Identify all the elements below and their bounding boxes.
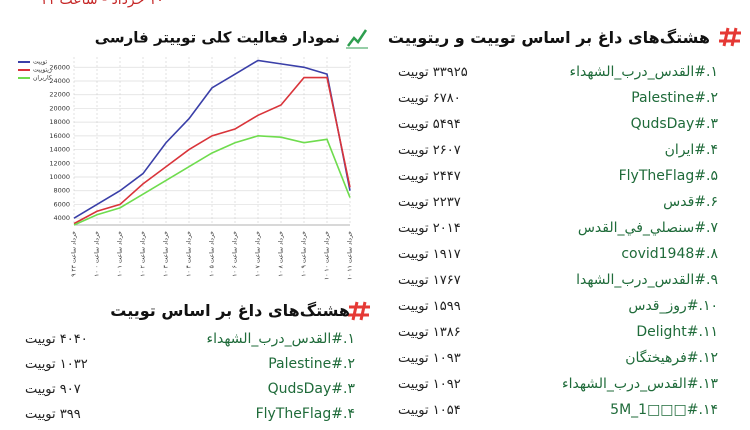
list-row: ۱۲.#فرهیختگان ۱۰۹۳ توییت (398, 346, 718, 370)
y-tick-label: 20000 (49, 104, 70, 112)
hashtag: ۴.#FlyTheFlag (255, 406, 355, 422)
series-line (73, 59, 351, 219)
tweet-count: ۱۰۵۴ توییت (398, 402, 461, 418)
legend-label: کاربران (33, 75, 52, 82)
hashtag: ۷.#سنصلي_في_القدس (577, 220, 718, 236)
tweet-count: ۱۵۹۹ توییت (398, 298, 461, 314)
y-tick-label: 26000 (49, 63, 70, 71)
hashtag: ۱۴.#□□□1_5M (610, 402, 718, 418)
x-tick-label: ۱۰ خرداد ساعت ۸ (278, 231, 285, 277)
y-tick-label: 24000 (49, 77, 70, 85)
hash-icon (348, 301, 370, 321)
legend-label: توییت (33, 59, 47, 66)
x-tick-label: ۹ خرداد ساعت ۲۳ (71, 231, 78, 277)
tweet-count: ۱۷۶۷ توییت (398, 272, 461, 288)
tweet-count: ۲۶۰۷ توییت (398, 142, 461, 158)
list-row: ۲.#Palestine ۶۷۸۰ توییت (398, 86, 718, 110)
list-row: ۳.#QudsDay ۵۴۹۴ توییت (398, 112, 718, 136)
tweet-count: ۱۰۹۲ توییت (398, 376, 461, 392)
tweet-count: ۱۰۳۲ توییت (25, 356, 88, 372)
tweet-count: ۲۴۴۷ توییت (398, 168, 461, 184)
list-row: ۴.#FlyTheFlag ۳۹۹ توییت (25, 402, 355, 426)
hashtag: ۸.#covid1948 (621, 246, 718, 262)
list-row: ۱۴.#□□□1_5M ۱۰۵۴ توییت (398, 398, 718, 422)
x-tick-label: ۱۰ خرداد ساعت ۷ (255, 231, 262, 277)
hashtag: ۴.#ایران (664, 142, 718, 158)
chart-icon (346, 29, 368, 49)
tweet-count: ۲۲۳۷ توییت (398, 194, 461, 210)
tweet-count: ۱۰۹۳ توییت (398, 350, 461, 366)
hashtag: ۱.#القدس_درب_الشهداء (206, 331, 355, 347)
y-tick-label: 22000 (49, 91, 70, 99)
list-row: ۲.#Palestine ۱۰۳۲ توییت (25, 352, 355, 376)
x-tick-label: ۱۰ خرداد ساعت ۹ (301, 231, 308, 277)
tweet-count: ۴۰۴۰ توییت (25, 331, 88, 347)
list-title: هشتگ‌های داغ بر اساس توییت و ریتوییت (387, 28, 710, 47)
hashtag: ۳.#QudsDay (267, 381, 355, 397)
hashtag: ۱۲.#فرهیختگان (625, 350, 718, 366)
y-tick-label: 6000 (53, 200, 70, 208)
list-row: ۱۰.#روز_قدس ۱۵۹۹ توییت (398, 294, 718, 318)
hashtag: ۱۱.#Delight (636, 324, 718, 340)
hash-icon (719, 27, 741, 47)
list-row: ۴.#ایران ۲۶۰۷ توییت (398, 138, 718, 162)
list-row: ۳.#QudsDay ۹۰۷ توییت (25, 377, 355, 401)
list-row: ۵.#FlyTheFlag ۲۴۴۷ توییت (398, 164, 718, 188)
tweet-count: ۳۳۹۲۵ توییت (398, 64, 468, 80)
series-line (73, 135, 351, 226)
x-tick-label: ۱۰ خرداد ساعت ۶ (232, 231, 239, 277)
chart-title: نمودار فعالیت کلی توییتر فارسی (95, 29, 340, 47)
x-tick-label: ۱۰ خرداد ساعت ۰ (94, 231, 101, 277)
hashtag: ۱۰.#روز_قدس (628, 298, 718, 314)
y-tick-label: 10000 (49, 173, 70, 181)
tweet-count: ۲۰۱۴ توییت (398, 220, 461, 236)
hashtag: ۹.#القدس_درب_الشهدا (576, 272, 718, 288)
tweet-count: ۶۷۸۰ توییت (398, 90, 461, 106)
x-tick-label: ۱۰ خرداد ساعت ۲ (140, 231, 147, 277)
x-tick-label: ۱۰ خرداد ساعت ۱ (117, 231, 124, 277)
hashtag: ۲.#Palestine (631, 90, 718, 106)
y-tick-label: 16000 (49, 132, 70, 140)
x-tick-label: ۱۰ خرداد ساعت ۱۱ (347, 231, 354, 280)
header-title: ۱۰ خرداد - ساعت ۱۱ (40, 0, 164, 8)
y-tick-label: 14000 (49, 146, 70, 154)
list-row: ۹.#القدس_درب_الشهدا ۱۷۶۷ توییت (398, 268, 718, 292)
y-tick-label: 4000 (53, 214, 70, 222)
tweet-count: ۵۴۹۴ توییت (398, 116, 461, 132)
x-tick-label: ۱۰ خرداد ساعت ۳ (163, 231, 170, 277)
header-strip (0, 0, 750, 10)
y-tick-label: 12000 (49, 159, 70, 167)
list-row: ۷.#سنصلي_في_القدس ۲۰۱۴ توییت (398, 216, 718, 240)
list-row: ۶.#قدس ۲۲۳۷ توییت (398, 190, 718, 214)
y-tick-label: 8000 (53, 187, 70, 195)
series-line (73, 76, 351, 225)
hashtag: ۵.#FlyTheFlag (618, 168, 718, 184)
x-tick-label: ۱۰ خرداد ساعت ۱۰ (324, 231, 331, 280)
tweet-count: ۱۳۸۶ توییت (398, 324, 461, 340)
y-tick-label: 18000 (49, 118, 70, 126)
x-tick-label: ۱۰ خرداد ساعت ۴ (186, 231, 193, 277)
legend-label: ریتوییت (33, 67, 52, 74)
x-tick-label: ۱۰ خرداد ساعت ۵ (209, 231, 216, 277)
hashtag: ۱.#القدس_درب_الشهداء (569, 64, 718, 80)
list-row: ۱.#القدس_درب_الشهداء ۴۰۴۰ توییت (25, 327, 355, 351)
tweet-count: ۳۹۹ توییت (25, 406, 81, 422)
hashtag: ۲.#Palestine (268, 356, 355, 372)
list-row: ۱۱.#Delight ۱۳۸۶ توییت (398, 320, 718, 344)
hashtag: ۱۳.#القدس_درب_الشهداء (562, 376, 718, 392)
list-row: ۸.#covid1948 ۱۹۱۷ توییت (398, 242, 718, 266)
list-row: ۱.#القدس_درب_الشهداء ۳۳۹۲۵ توییت (398, 60, 718, 84)
list-row: ۱۳.#القدس_درب_الشهداء ۱۰۹۲ توییت (398, 372, 718, 396)
list-title: هشتگ‌های داغ بر اساس توییت (110, 301, 350, 320)
tweet-count: ۹۰۷ توییت (25, 381, 81, 397)
hashtag: ۳.#QudsDay (630, 116, 718, 132)
tweet-count: ۱۹۱۷ توییت (398, 246, 461, 262)
hashtag: ۶.#قدس (663, 194, 718, 210)
